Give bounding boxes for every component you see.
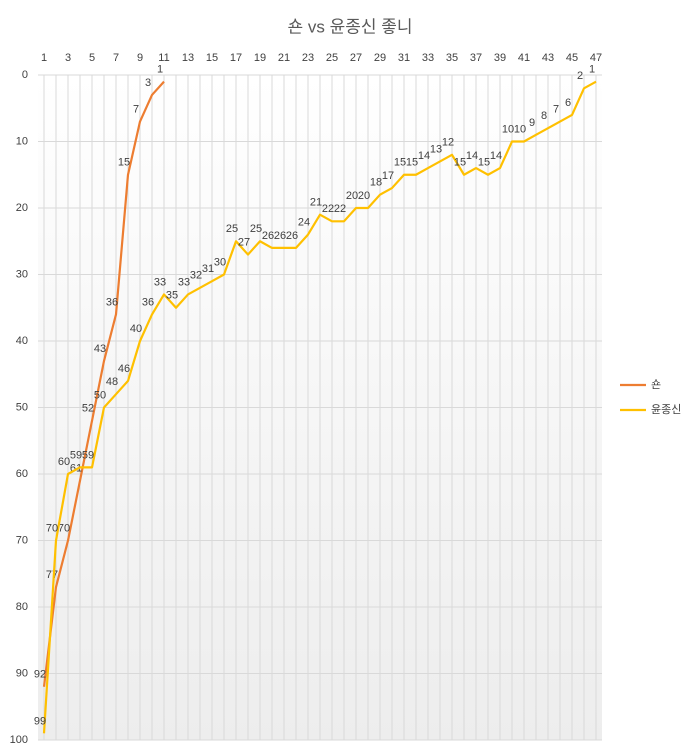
x-tick-label: 5: [89, 52, 95, 64]
data-label: 59: [82, 449, 94, 461]
data-label: 20: [358, 190, 370, 202]
x-tick-label: 7: [113, 52, 119, 64]
x-tick-label: 25: [326, 52, 338, 64]
y-tick-label: 70: [16, 534, 28, 546]
y-tick-label: 100: [10, 734, 28, 746]
data-label: 7: [133, 103, 139, 115]
data-label: 59: [70, 449, 82, 461]
data-label: 36: [106, 296, 118, 308]
data-label: 40: [130, 323, 142, 335]
data-label: 33: [178, 276, 190, 288]
data-label: 77: [46, 569, 58, 581]
data-label: 14: [490, 150, 502, 162]
data-label: 10: [514, 123, 526, 135]
x-tick-label: 35: [446, 52, 458, 64]
x-tick-label: 17: [230, 52, 242, 64]
y-tick-label: 10: [16, 135, 28, 147]
data-label: 25: [250, 223, 262, 235]
data-label: 15: [454, 157, 466, 169]
data-label: 50: [94, 389, 106, 401]
chart-title: 숀 vs 윤종신 좋니: [287, 17, 412, 36]
data-label: 15: [406, 157, 418, 169]
data-label: 21: [310, 197, 322, 209]
data-label: 20: [346, 190, 358, 202]
x-tick-label: 1: [41, 52, 47, 64]
data-label: 25: [226, 223, 238, 235]
data-label: 92: [34, 669, 46, 681]
data-label: 22: [334, 203, 346, 215]
x-tick-label: 21: [278, 52, 290, 64]
x-tick-label: 9: [137, 52, 143, 64]
data-label: 8: [541, 110, 547, 122]
x-tick-label: 45: [566, 52, 578, 64]
data-label: 70: [58, 522, 70, 534]
data-label: 52: [82, 403, 94, 415]
data-label: 26: [262, 230, 274, 242]
y-tick-label: 40: [16, 335, 28, 347]
legend-label: 윤종신: [651, 403, 681, 416]
data-label: 1: [589, 64, 595, 76]
data-label: 2: [577, 70, 583, 82]
x-tick-label: 13: [182, 52, 194, 64]
series-line: [42, 80, 597, 734]
data-label: 46: [118, 363, 130, 375]
data-label: 43: [94, 343, 106, 355]
x-tick-label: 33: [422, 52, 434, 64]
series-line: [42, 80, 165, 687]
y-tick-label: 50: [16, 401, 28, 413]
y-tick-label: 0: [22, 69, 28, 81]
x-tick-label: 11: [158, 52, 169, 64]
data-label: 12: [442, 137, 454, 149]
data-label: 15: [118, 157, 130, 169]
x-tick-label: 41: [518, 52, 530, 64]
legend-label: 숀: [651, 378, 661, 391]
x-tick-label: 47: [590, 52, 602, 64]
x-tick-label: 27: [350, 52, 362, 64]
x-tick-label: 37: [470, 52, 482, 64]
data-label: 14: [466, 150, 478, 162]
x-tick-label: 43: [542, 52, 554, 64]
data-label: 27: [238, 236, 250, 248]
data-label: 7: [553, 103, 559, 115]
data-label: 99: [34, 715, 46, 727]
data-label: 6: [565, 97, 571, 109]
x-tick-label: 29: [374, 52, 386, 64]
data-label: 35: [166, 290, 178, 302]
x-tick-label: 31: [398, 52, 410, 64]
y-tick-label: 90: [16, 667, 28, 679]
data-label: 60: [58, 456, 70, 468]
data-label: 36: [142, 296, 154, 308]
data-label: 13: [430, 143, 442, 155]
x-tick-label: 15: [206, 52, 218, 64]
x-tick-label: 39: [494, 52, 506, 64]
data-label: 30: [214, 256, 226, 268]
data-label: 18: [370, 177, 382, 189]
data-label: 22: [322, 203, 334, 215]
y-tick-label: 60: [16, 468, 28, 480]
data-label: 32: [190, 270, 202, 282]
y-tick-label: 80: [16, 601, 28, 613]
data-label: 33: [154, 276, 166, 288]
data-label: 31: [202, 263, 214, 275]
data-label: 26: [286, 230, 298, 242]
data-label: 15: [394, 157, 406, 169]
x-tick-label: 19: [254, 52, 266, 64]
data-label: 48: [106, 376, 118, 388]
data-label: 24: [298, 217, 310, 229]
data-label: 1: [157, 64, 163, 76]
data-label: 17: [382, 170, 394, 182]
x-tick-label: 3: [65, 52, 71, 64]
y-tick-label: 20: [16, 202, 28, 214]
data-label: 10: [502, 123, 514, 135]
data-label: 3: [145, 77, 151, 89]
data-label: 26: [274, 230, 286, 242]
data-label: 9: [529, 117, 535, 129]
data-label: 14: [418, 150, 430, 162]
x-tick-label: 23: [302, 52, 314, 64]
data-label: 70: [46, 522, 58, 534]
y-tick-label: 30: [16, 268, 28, 280]
data-label: 15: [478, 157, 490, 169]
